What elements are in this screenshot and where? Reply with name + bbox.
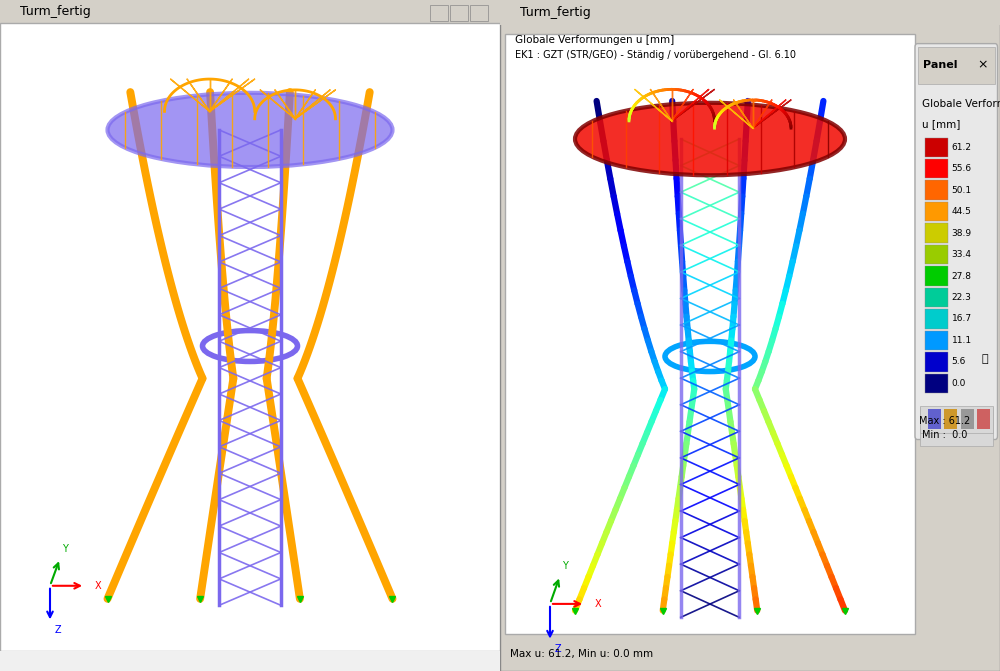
Bar — [0, 0, 500, 23]
Text: u [mm]: u [mm] — [922, 119, 961, 129]
Text: Y: Y — [62, 544, 68, 554]
Text: 61.2: 61.2 — [952, 143, 972, 152]
Text: 27.8: 27.8 — [952, 272, 972, 280]
Text: 11.1: 11.1 — [952, 336, 972, 345]
Text: Turm_fertig: Turm_fertig — [20, 5, 91, 18]
Text: 44.5: 44.5 — [952, 207, 971, 216]
Bar — [920, 406, 992, 433]
Text: 38.9: 38.9 — [952, 229, 972, 238]
Text: 16.7: 16.7 — [952, 315, 972, 323]
Bar — [925, 180, 948, 200]
Bar — [925, 245, 948, 264]
Ellipse shape — [575, 103, 845, 175]
FancyBboxPatch shape — [915, 44, 998, 440]
Text: Z: Z — [55, 625, 62, 635]
Text: Max : 61.2: Max : 61.2 — [919, 416, 971, 425]
Text: 55.6: 55.6 — [952, 164, 972, 173]
Text: Max u: 61.2, Min u: 0.0 mm: Max u: 61.2, Min u: 0.0 mm — [510, 650, 653, 659]
Bar — [918, 47, 995, 84]
Text: 22.3: 22.3 — [952, 293, 971, 302]
Bar — [925, 309, 948, 329]
Text: ×: × — [977, 58, 988, 72]
Text: Z: Z — [555, 644, 562, 654]
Bar — [920, 407, 992, 446]
Text: 0.0: 0.0 — [952, 379, 966, 388]
Bar — [505, 34, 915, 634]
Text: Globale Verformungen u [mm]: Globale Verformungen u [mm] — [515, 36, 674, 45]
Bar — [925, 138, 948, 157]
Bar — [450, 5, 468, 21]
Ellipse shape — [108, 93, 392, 167]
Bar — [925, 374, 948, 393]
Bar — [925, 352, 948, 372]
Bar — [960, 409, 974, 429]
Bar — [977, 409, 990, 429]
Text: Y: Y — [562, 561, 568, 571]
Bar — [925, 288, 948, 307]
Bar — [925, 202, 948, 221]
Bar — [928, 409, 940, 429]
Text: 50.1: 50.1 — [952, 186, 972, 195]
Text: 5.6: 5.6 — [952, 358, 966, 366]
Text: 🔍: 🔍 — [982, 354, 988, 364]
Bar — [925, 331, 948, 350]
Bar — [944, 409, 957, 429]
Bar — [925, 266, 948, 286]
Text: EK1 : GZT (STR/GEO) - Ständig / vorübergehend - Gl. 6.10: EK1 : GZT (STR/GEO) - Ständig / vorüberg… — [515, 50, 796, 60]
Text: Turm_fertig: Turm_fertig — [520, 5, 591, 19]
Bar — [925, 223, 948, 243]
Text: X: X — [95, 581, 102, 590]
Bar — [500, 0, 1000, 25]
Text: Panel: Panel — [922, 60, 957, 70]
Bar — [925, 159, 948, 178]
Text: X: X — [595, 599, 602, 609]
Text: Min :  0.0: Min : 0.0 — [922, 431, 968, 440]
Text: Globale Verformungen: Globale Verformungen — [922, 99, 1000, 109]
Bar — [430, 5, 448, 21]
Text: 33.4: 33.4 — [952, 250, 972, 259]
Bar — [470, 5, 488, 21]
